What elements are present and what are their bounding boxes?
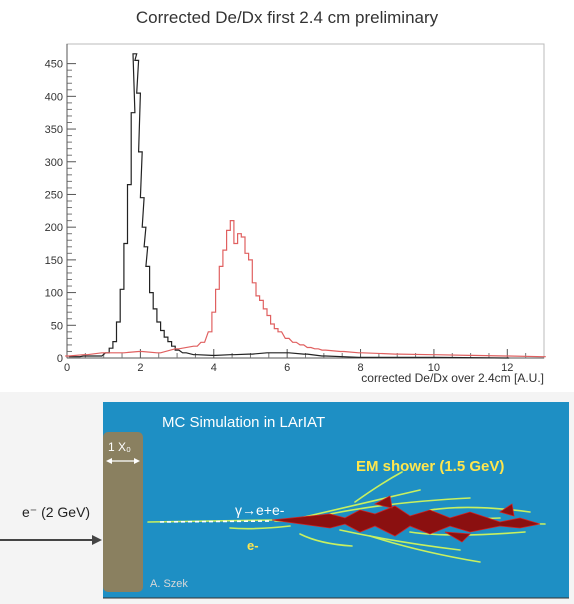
credit-label: A. Szek (150, 578, 188, 590)
electron-label: e- (247, 538, 259, 553)
y-tick-label: 100 (45, 288, 63, 300)
simulation-panel: MC Simulation in LArIAT EM shower (1.5 G… (0, 392, 574, 604)
x-tick-label: 4 (211, 362, 217, 374)
x-tick-label: 6 (284, 362, 290, 374)
y-tick-label: 150 (45, 255, 63, 267)
absorber-slab (103, 432, 143, 592)
x0-arrow-left-head (106, 458, 112, 464)
histogram-series-line (68, 53, 510, 359)
beam-arrow-head (92, 535, 102, 545)
radiation-length-label: 1 X₀ (108, 440, 131, 454)
photon-dashed-line (159, 520, 273, 523)
x-tick-label: 0 (64, 362, 70, 374)
histogram-panel: Corrected De/Dx first 2.4 cm preliminary… (44, 8, 546, 385)
conversion-label: γ→e+e- (235, 502, 285, 518)
histogram-series-line (65, 220, 546, 358)
x-tick-label: 10 (428, 362, 440, 374)
simulation-title: MC Simulation in LArIAT (162, 414, 326, 431)
event-display-background (103, 402, 569, 598)
plot-frame (66, 43, 545, 359)
y-tick-label: 400 (45, 91, 63, 103)
chart-title: Corrected De/Dx first 2.4 cm preliminary (135, 8, 439, 27)
beam-label: e⁻ (2 GeV) (22, 504, 91, 520)
y-tick-label: 50 (51, 320, 63, 332)
y-tick-label: 450 (45, 59, 63, 71)
y-tick-label: 200 (45, 222, 63, 234)
simulation-image (0, 402, 569, 599)
shower-label: EM shower (1.5 GeV) (356, 458, 505, 475)
x-tick-label: 2 (137, 362, 143, 374)
x0-arrow-right-head (134, 458, 140, 464)
x-tick-label: 12 (501, 362, 513, 374)
y-tick-label: 350 (45, 124, 63, 136)
x-axis-label: corrected De/Dx over 2.4cm [A.U.] (361, 371, 544, 385)
histogram-series (65, 53, 546, 359)
y-tick-label: 300 (45, 157, 63, 169)
y-axis: 0 50 100 150 200 250 300 350 400 450 (45, 44, 76, 365)
y-tick-label: 250 (45, 189, 63, 201)
y-tick-label: 0 (57, 353, 63, 365)
shower-core (271, 495, 541, 543)
histogram-plot: 0 50 100 150 200 250 300 350 400 450 0 2 4 6 8 10 12 co… (45, 43, 546, 385)
x-tick-label: 8 (357, 362, 363, 374)
